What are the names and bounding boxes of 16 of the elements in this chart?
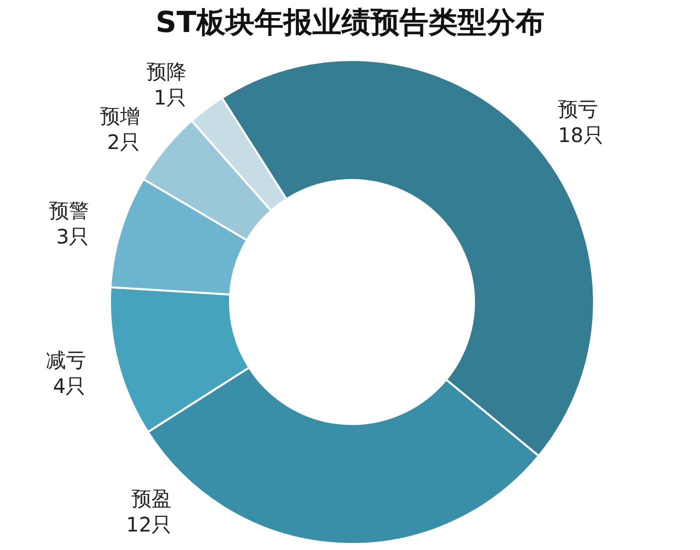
data-label: 4只 (53, 374, 86, 398)
slice-label: 预警 (49, 198, 90, 223)
donut-slice (109, 178, 248, 296)
data-label: 12只 (126, 512, 172, 537)
data-label: 3只 (56, 224, 90, 249)
slice-label: 预盈 (132, 486, 172, 511)
slice-label: 预亏 (558, 96, 598, 121)
slice-label: 预增 (100, 104, 140, 128)
data-label: 2只 (107, 130, 140, 154)
chart-title: ST板块年报业绩预告类型分布 (156, 5, 544, 39)
data-label: 18只 (558, 122, 604, 147)
donut-slice (109, 286, 250, 434)
slice-label: 预降 (146, 59, 186, 84)
donut-slice (190, 96, 288, 212)
slice-label: 减亏 (46, 348, 86, 372)
donut-slice (142, 120, 272, 242)
